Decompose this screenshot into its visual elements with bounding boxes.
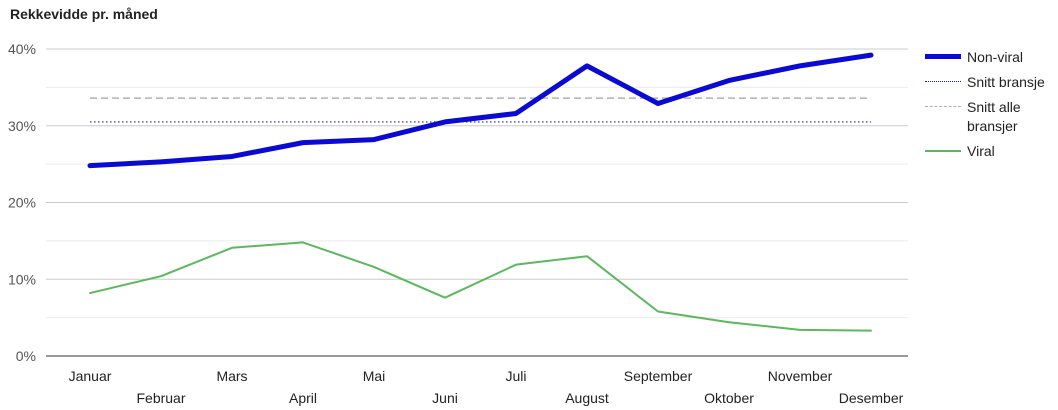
legend-label-snitt-alle-bransjer: Snitt alle bransjer [967,99,1021,134]
legend-label-viral: Viral [967,143,995,159]
x-tick-label: September [624,368,693,384]
y-tick-label: 0% [16,348,36,364]
y-tick-label: 20% [8,195,36,211]
legend-item-non-viral[interactable]: Non-viral [925,48,1058,67]
legend-swatch-snitt-alle-bransjer [925,98,961,116]
legend: Non-viral Snitt bransje Snitt alle brans… [925,48,1058,167]
legend-swatch-snitt-bransje [925,73,961,91]
x-tick-label: August [565,390,609,406]
y-tick-label: 10% [8,271,36,287]
legend-item-snitt-alle-bransjer[interactable]: Snitt alle bransjer [925,98,1058,136]
series-line-viral [89,241,872,332]
x-tick-label: Juni [432,390,458,406]
y-tick-label: 40% [8,41,36,57]
y-tick-label: 30% [8,118,36,134]
x-tick-label: Mars [216,368,247,384]
legend-label-non-viral: Non-viral [967,49,1024,65]
x-tick-label: April [289,390,317,406]
x-tick-label: Januar [69,368,112,384]
legend-swatch-non-viral [925,48,961,66]
x-tick-label: Mai [363,368,386,384]
x-tick-label: November [768,368,833,384]
legend-swatch-viral [925,142,961,160]
series-line-non-viral [87,52,874,169]
x-tick-label: Oktober [704,390,754,406]
chart-title: Rekkevidde pr. måned [10,6,158,22]
legend-label-snitt-bransje: Snitt bransje [967,74,1045,90]
x-tick-label: Desember [839,390,904,406]
legend-item-snitt-bransje[interactable]: Snitt bransje [925,73,1058,92]
x-tick-label: Februar [136,390,185,406]
x-tick-label: Juli [505,368,526,384]
legend-item-viral[interactable]: Viral [925,142,1058,161]
